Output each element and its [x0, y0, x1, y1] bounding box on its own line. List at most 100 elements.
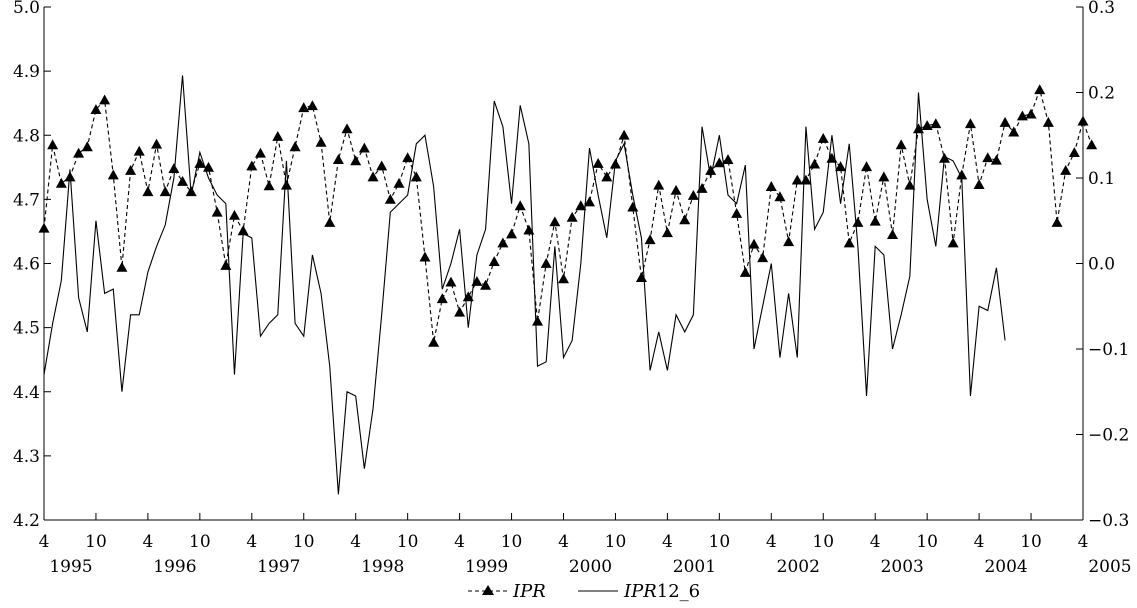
ipr-point-marker: [324, 216, 336, 227]
x-month-label: 10: [189, 532, 211, 552]
ipr-point-marker: [1042, 116, 1054, 127]
ipr-point-marker: [783, 236, 795, 247]
ipr-point-marker: [298, 102, 310, 113]
ipr-point-marker: [731, 207, 743, 218]
ipr-point-marker: [912, 123, 924, 134]
ipr-point-marker: [315, 136, 327, 147]
ipr-point-marker: [428, 336, 440, 347]
ipr-point-marker: [497, 237, 509, 248]
ipr-point-marker: [757, 252, 769, 263]
ipr-point-marker: [133, 145, 145, 156]
ipr-point-marker: [774, 191, 786, 202]
ipr-point-marker: [947, 237, 959, 248]
series-layer: [38, 75, 1098, 495]
ipr-point-marker: [125, 165, 137, 175]
ipr-point-marker: [480, 279, 492, 290]
ipr-point-marker: [402, 152, 414, 163]
ipr-point-marker: [237, 225, 249, 236]
x-year-label: 1998: [361, 557, 404, 577]
ipr-point-marker: [627, 201, 639, 212]
x-month-label: 4: [350, 532, 361, 552]
ipr-point-marker: [696, 182, 708, 193]
ipr-point-marker: [410, 171, 422, 182]
ipr-point-marker: [246, 160, 258, 171]
ipr-point-marker: [280, 179, 292, 190]
x-month-label: 10: [501, 532, 523, 552]
ipr-point-marker: [566, 211, 578, 222]
ipr-point-marker: [878, 171, 890, 182]
ipr-point-marker: [1034, 84, 1046, 95]
ipr-point-marker: [670, 184, 682, 195]
x-month-label: 4: [558, 532, 569, 552]
ipr-point-marker: [705, 165, 717, 175]
ipr-point-marker: [90, 104, 102, 114]
ipr-point-marker: [289, 141, 301, 152]
x-month-label: 10: [1020, 532, 1042, 552]
ipr-point-marker: [384, 193, 396, 204]
x-year-label: 1997: [257, 557, 300, 577]
ipr-point-marker: [800, 174, 812, 185]
x-year-label: 2005: [1088, 557, 1131, 577]
x-month-label: 10: [605, 532, 627, 552]
ipr-point-marker: [558, 273, 569, 284]
ipr-point-marker: [921, 120, 933, 131]
ipr-point-marker: [107, 169, 119, 180]
x-year-label: 1995: [49, 557, 92, 577]
ipr-point-marker: [488, 256, 500, 266]
x-year-label: 2001: [673, 557, 716, 577]
x-month-label: 10: [85, 532, 107, 552]
right-tick-label: 0.1: [1088, 169, 1115, 189]
ipr-point-marker: [81, 141, 93, 152]
ipr-point-marker: [38, 222, 50, 233]
x-month-label: 4: [1078, 532, 1089, 552]
ipr-point-marker: [869, 215, 881, 226]
x-month-label: 4: [662, 532, 673, 552]
ipr-point-marker: [523, 224, 535, 235]
ipr-point-marker: [73, 147, 85, 158]
ipr-point-marker: [358, 142, 370, 153]
legend-label-ipr: IPR: [512, 581, 546, 602]
left-tick-label: 4.2: [13, 511, 40, 531]
ipr-point-marker: [653, 179, 665, 190]
ipr-point-marker: [1086, 139, 1098, 150]
series-line-ipr12-6: [43, 75, 1006, 495]
ipr-point-marker: [436, 293, 448, 304]
ipr-point-marker: [583, 196, 595, 207]
ipr-point-marker: [454, 306, 466, 317]
ipr-point-marker: [367, 171, 379, 182]
ipr-point-marker: [618, 129, 630, 140]
ipr-point-marker: [1077, 115, 1089, 126]
ipr-point-marker: [376, 160, 388, 171]
x-year-label: 2002: [777, 557, 820, 577]
ipr-point-marker: [592, 157, 604, 168]
x-month-label: 4: [974, 532, 985, 552]
ipr-point-marker: [1016, 110, 1028, 121]
ipr-point-marker: [887, 229, 899, 240]
ipr-point-marker: [350, 155, 362, 166]
ipr-point-marker: [306, 100, 318, 111]
x-month-label: 4: [454, 532, 465, 552]
ipr-point-marker: [930, 118, 942, 129]
ipr-point-marker: [895, 139, 907, 150]
ipr-point-marker: [228, 209, 240, 220]
ipr-point-marker: [151, 138, 163, 149]
plot-frame: [43, 7, 1084, 521]
ipr-point-marker: [272, 131, 284, 141]
ipr-point-marker: [1051, 216, 1063, 227]
ipr-point-marker: [419, 251, 431, 262]
ipr-point-marker: [116, 261, 128, 272]
left-tick-label: 4.4: [13, 383, 40, 403]
ipr-point-marker: [956, 169, 968, 180]
x-month-label: 4: [870, 532, 881, 552]
right-tick-label: −0.1: [1088, 340, 1129, 360]
ipr-point-marker: [540, 258, 552, 268]
right-tick-label: −0.3: [1088, 511, 1129, 531]
ipr-point-marker: [142, 186, 154, 197]
ipr-point-marker: [332, 154, 344, 165]
x-year-label: 2000: [569, 557, 612, 577]
ipr-point-marker: [263, 180, 275, 191]
ipr-point-marker: [1068, 147, 1080, 157]
x-month-label: 4: [766, 532, 777, 552]
legend-triangle-marker: [482, 585, 494, 595]
